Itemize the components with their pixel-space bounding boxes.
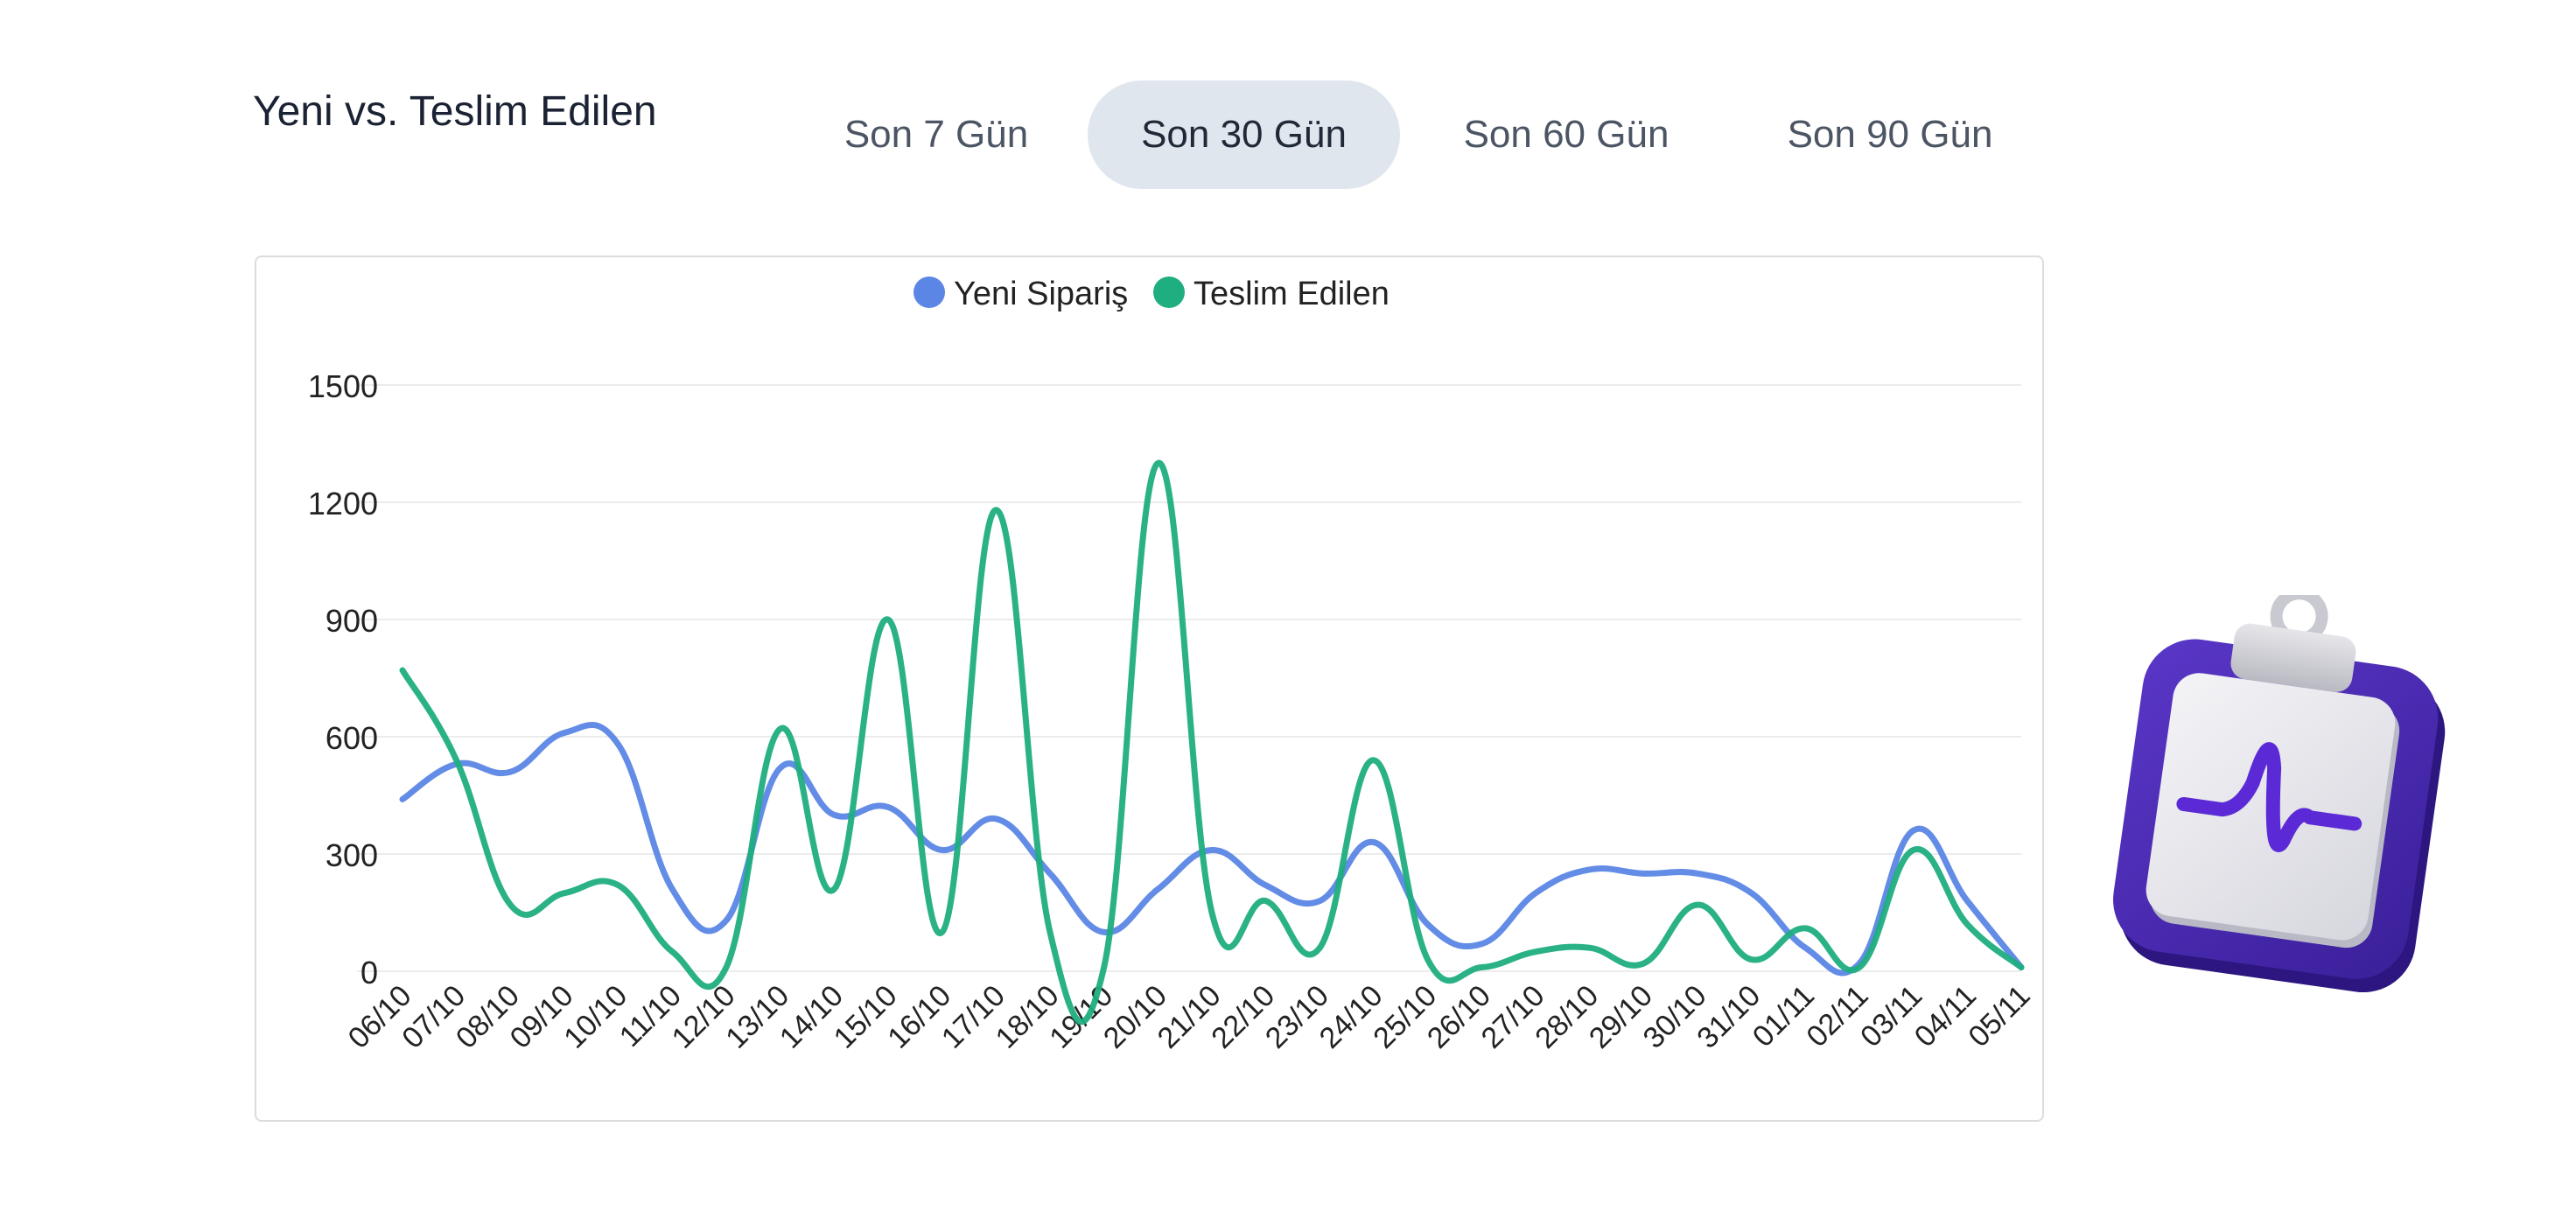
x-tick-label: 02/11 xyxy=(1800,979,1874,1054)
legend-marker xyxy=(914,276,945,308)
x-tick-label: 13/10 xyxy=(719,979,795,1055)
x-tick-label: 07/10 xyxy=(396,979,472,1055)
x-tick-label: 10/10 xyxy=(557,979,634,1055)
x-tick-label: 08/10 xyxy=(450,979,526,1055)
tab-30-days[interactable]: Son 30 Gün xyxy=(1088,80,1400,189)
x-tick-label: 29/10 xyxy=(1583,979,1659,1055)
x-tick-label: 12/10 xyxy=(666,979,742,1055)
x-tick-label: 28/10 xyxy=(1529,979,1605,1055)
x-tick-label: 04/11 xyxy=(1908,979,1983,1054)
x-tick-label: 19/10 xyxy=(1043,979,1119,1055)
tab-60-days[interactable]: Son 60 Gün xyxy=(1463,113,1670,156)
y-tick-label: 0 xyxy=(360,955,378,990)
x-tick-label: 24/10 xyxy=(1313,979,1390,1055)
y-tick-label: 900 xyxy=(326,603,378,639)
legend-label: Yeni Sipariş xyxy=(954,276,1128,312)
x-tick-label: 03/11 xyxy=(1854,979,1928,1054)
x-tick-label: 25/10 xyxy=(1367,979,1443,1055)
x-tick-label: 31/10 xyxy=(1690,979,1767,1055)
x-tick-label: 17/10 xyxy=(935,979,1012,1055)
x-tick-label: 14/10 xyxy=(774,979,850,1055)
legend-label: Teslim Edilen xyxy=(1194,276,1390,312)
x-tick-label: 16/10 xyxy=(881,979,957,1055)
clipboard-pulse-icon xyxy=(2113,595,2446,993)
series-line-new-orders xyxy=(399,722,2025,976)
x-tick-label: 26/10 xyxy=(1421,979,1497,1055)
x-tick-label: 01/11 xyxy=(1746,979,1821,1054)
x-tick-label: 22/10 xyxy=(1205,979,1281,1055)
y-tick-label: 600 xyxy=(326,720,378,756)
x-tick-label: 09/10 xyxy=(504,979,580,1055)
y-tick-label: 1200 xyxy=(308,486,378,522)
tab-7-days[interactable]: Son 7 Gün xyxy=(844,113,1029,156)
series-line-delivered xyxy=(399,459,2025,1026)
x-tick-label: 21/10 xyxy=(1152,979,1228,1055)
chart-title: Yeni vs. Teslim Edilen xyxy=(253,88,657,135)
x-tick-label: 20/10 xyxy=(1097,979,1173,1055)
legend-marker xyxy=(1153,276,1185,308)
x-tick-label: 18/10 xyxy=(990,979,1066,1055)
x-tick-label: 23/10 xyxy=(1259,979,1335,1055)
y-tick-label: 1500 xyxy=(308,368,378,404)
chart-card xyxy=(255,256,2044,1122)
x-tick-label: 15/10 xyxy=(828,979,904,1055)
x-tick-label: 06/10 xyxy=(342,979,418,1055)
y-tick-label: 300 xyxy=(326,837,378,873)
x-tick-label: 05/11 xyxy=(1962,979,2036,1054)
x-tick-label: 27/10 xyxy=(1475,979,1551,1055)
tab-90-days[interactable]: Son 90 Gün xyxy=(1787,113,1993,156)
x-tick-label: 30/10 xyxy=(1637,979,1713,1055)
